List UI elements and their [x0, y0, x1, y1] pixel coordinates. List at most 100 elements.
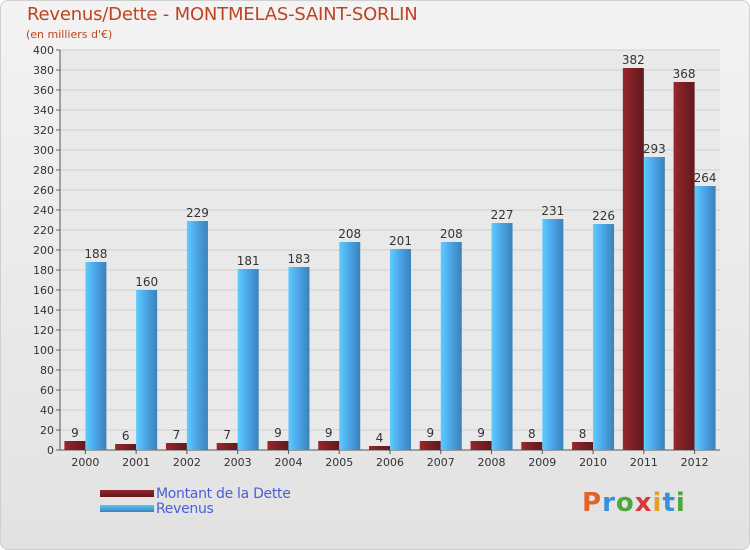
data-label: 382 [622, 53, 645, 67]
x-tick-label: 2009 [528, 456, 556, 469]
logo-letter: P [582, 488, 603, 518]
data-label: 9 [71, 426, 79, 440]
bar-dette [165, 443, 187, 450]
y-tick-label: 260 [33, 184, 54, 197]
bar-dette [369, 446, 390, 450]
data-label: 181 [237, 254, 260, 268]
bar-dette [115, 444, 137, 450]
bar-dette [673, 82, 695, 450]
legend: Montant de la Dette Revenus [100, 485, 291, 517]
data-label: 6 [122, 429, 130, 443]
data-label: 188 [84, 247, 107, 261]
data-label: 264 [694, 171, 717, 185]
y-tick-label: 40 [40, 404, 54, 417]
bar-dette [318, 441, 340, 450]
data-label: 8 [579, 427, 587, 441]
logo-letter: x [634, 488, 653, 518]
bar-revenus [542, 219, 564, 450]
y-tick-label: 280 [33, 164, 54, 177]
legend-label-dette: Montant de la Dette [156, 485, 291, 502]
y-tick-label: 360 [33, 84, 54, 97]
x-tick-label: 2002 [173, 456, 201, 469]
bar-revenus [643, 157, 665, 450]
legend-label-revenus: Revenus [156, 500, 214, 517]
bar-revenus [85, 262, 107, 450]
x-tick-label: 2012 [681, 456, 709, 469]
legend-swatch-revenus [100, 505, 154, 512]
bar-revenus [694, 186, 716, 450]
bar-revenus [186, 221, 208, 450]
data-label: 231 [541, 204, 564, 218]
data-label: 208 [338, 227, 361, 241]
x-tick-label: 2005 [325, 456, 353, 469]
data-label: 208 [440, 227, 463, 241]
bar-revenus [491, 223, 513, 450]
data-label: 4 [376, 431, 384, 445]
y-tick-label: 300 [33, 144, 54, 157]
bar-dette [64, 441, 86, 450]
y-tick-label: 160 [33, 284, 54, 297]
legend-item-revenus: Revenus [100, 500, 291, 517]
bar-dette [521, 442, 543, 450]
y-tick-label: 60 [40, 384, 54, 397]
data-label: 201 [389, 234, 412, 248]
logo-letter: r [602, 488, 616, 518]
logo-letter: i [652, 488, 663, 518]
data-label: 9 [325, 426, 333, 440]
x-tick-label: 2008 [478, 456, 506, 469]
bar-dette [622, 68, 644, 450]
bar-dette [470, 441, 492, 450]
data-label: 226 [592, 209, 615, 223]
y-tick-label: 80 [40, 364, 54, 377]
y-tick-label: 140 [33, 304, 54, 317]
chart-title: Revenus/Dette - MONTMELAS-SAINT-SORLIN [27, 4, 418, 25]
logo-letter: i [675, 488, 686, 518]
data-label: 227 [491, 208, 514, 222]
y-tick-label: 100 [33, 344, 54, 357]
data-label: 368 [673, 67, 696, 81]
bar-revenus [288, 267, 310, 450]
y-tick-label: 180 [33, 264, 54, 277]
x-tick-label: 2004 [274, 456, 302, 469]
data-label: 160 [135, 275, 158, 289]
legend-swatch-dette [100, 490, 154, 497]
bar-revenus [440, 242, 462, 450]
data-label: 293 [643, 142, 666, 156]
bar-dette [267, 441, 289, 450]
x-tick-label: 2001 [122, 456, 150, 469]
y-tick-label: 220 [33, 224, 54, 237]
data-label: 229 [186, 206, 209, 220]
bar-revenus [339, 242, 361, 450]
x-tick-label: 2000 [71, 456, 99, 469]
y-tick-label: 0 [47, 444, 54, 457]
logo-letter: o [615, 488, 635, 518]
x-tick-label: 2011 [630, 456, 658, 469]
x-tick-label: 2007 [427, 456, 455, 469]
y-tick-label: 120 [33, 324, 54, 337]
bar-dette [572, 442, 594, 450]
bar-dette [216, 443, 238, 450]
y-tick-label: 200 [33, 244, 54, 257]
data-label: 9 [426, 426, 434, 440]
data-label: 7 [223, 428, 231, 442]
bar-revenus [390, 249, 411, 450]
bar-revenus [237, 269, 259, 450]
x-tick-label: 2006 [376, 456, 404, 469]
bar-revenus [593, 224, 615, 450]
legend-item-dette: Montant de la Dette [100, 485, 291, 502]
chart-subtitle: (en milliers d'€) [26, 28, 113, 41]
x-tick-label: 2010 [579, 456, 607, 469]
proxiti-logo: Proxiti [582, 488, 686, 518]
data-label: 8 [528, 427, 536, 441]
y-tick-label: 400 [33, 44, 54, 57]
x-tick-label: 2003 [224, 456, 252, 469]
bar-revenus [136, 290, 158, 450]
y-tick-label: 320 [33, 124, 54, 137]
y-tick-label: 240 [33, 204, 54, 217]
data-label: 183 [288, 252, 311, 266]
data-label: 9 [477, 426, 485, 440]
logo-letter: t [662, 488, 676, 518]
y-tick-label: 340 [33, 104, 54, 117]
y-tick-label: 20 [40, 424, 54, 437]
